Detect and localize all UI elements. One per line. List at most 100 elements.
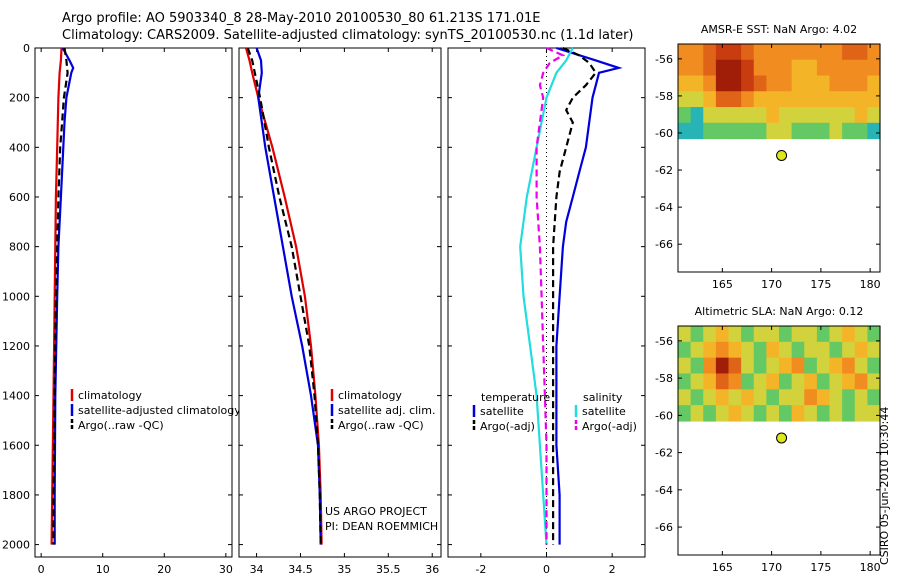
heatmap-cell (867, 44, 881, 61)
argo-location-marker (776, 149, 788, 161)
heatmap-cell (829, 44, 843, 61)
heatmap-cell (741, 341, 755, 359)
heatmap-cell (829, 122, 843, 140)
heatmap-cell (854, 107, 868, 124)
x-axis-label: temperature (99, 578, 168, 580)
x-tick-label: 34 (250, 563, 264, 576)
x-tick-label: 2 (609, 563, 616, 576)
heatmap-cell (690, 326, 704, 343)
heatmap-cell (842, 75, 856, 92)
heatmap-cell (854, 357, 868, 375)
series-line-climatology (50, 47, 63, 545)
map-title: Altimetric SLA: NaN Argo: 0.12 (695, 305, 864, 318)
heatmap-cell (728, 44, 742, 61)
heatmap-cell (791, 44, 805, 61)
heatmap-cell (715, 357, 730, 375)
heatmap-cell (854, 326, 868, 343)
heatmap-cell (779, 107, 793, 124)
heatmap-cell (741, 357, 755, 375)
heatmap-cell (804, 59, 818, 77)
heatmap-cell (779, 373, 793, 390)
heatmap-cell (741, 373, 755, 390)
heatmap-cell (690, 389, 704, 406)
x-tick-label: 170 (761, 561, 782, 574)
legend-entry: climatology (338, 389, 402, 402)
x-tick-label: 180 (860, 561, 881, 574)
y-tick-label: 1200 (2, 340, 30, 353)
heatmap-cell (791, 405, 805, 422)
heatmap-cell (715, 389, 730, 406)
heatmap-cell (816, 326, 831, 343)
heatmap-cell (867, 357, 881, 375)
heatmap-cell (842, 341, 856, 359)
heatmap-cell (753, 389, 767, 406)
heatmap-cell (715, 341, 730, 359)
series-line-satellite-adjusted-climatology (53, 47, 75, 545)
legend-entry: climatology (78, 389, 142, 402)
x-tick-label: 165 (712, 278, 733, 291)
heatmap-cell (690, 91, 704, 108)
legend-entry: Argo(-adj) (480, 420, 535, 433)
y-tick-label: -64 (655, 484, 673, 497)
y-tick-label: 1000 (2, 290, 30, 303)
heatmap-cell (690, 405, 704, 422)
series-line-argo--adj- (535, 46, 566, 545)
heatmap-cell (816, 91, 831, 108)
heatmap-cell (715, 373, 730, 390)
heatmap-cell (779, 122, 793, 140)
heatmap-cell (829, 75, 843, 92)
heatmap-cell (766, 122, 780, 140)
heatmap-cell (804, 341, 818, 359)
heatmap-cell (766, 373, 780, 390)
y-tick-label: 800 (9, 241, 30, 254)
y-tick-label: -56 (655, 335, 673, 348)
heatmap-cell (791, 75, 805, 92)
heatmap-cell (678, 122, 692, 140)
heatmap-cell (779, 389, 793, 406)
legend-entry: Argo(-adj) (582, 420, 637, 433)
heatmap-cell (678, 357, 692, 375)
heatmap-cell (741, 75, 755, 92)
heatmap-cell (791, 389, 805, 406)
y-tick-label: -60 (655, 409, 673, 422)
heatmap-cell (703, 75, 717, 92)
heatmap-cell (728, 91, 742, 108)
heatmap-cell (690, 107, 704, 124)
map-border (677, 325, 881, 556)
heatmap-cell (703, 326, 717, 343)
heatmap-cell (867, 107, 881, 124)
credit-text-line-1: US ARGO PROJECT (325, 505, 427, 518)
heatmap-cell (842, 107, 856, 124)
heatmap-cell (703, 341, 717, 359)
heatmap-cell (804, 107, 818, 124)
heatmap-cell (816, 341, 831, 359)
legend-group-heading: salinity (583, 391, 623, 404)
x-tick-label: 10 (96, 563, 110, 576)
heatmap-cell (741, 44, 755, 61)
series-line-argo--adj- (551, 46, 598, 545)
y-tick-label: -64 (655, 201, 673, 214)
argo-location-marker (776, 432, 788, 444)
heatmap-cell (753, 122, 767, 140)
heatmap-cell (791, 341, 805, 359)
x-axis-label: salinity (320, 578, 360, 580)
heatmap-cell (690, 44, 704, 61)
heatmap-cell (867, 373, 881, 390)
plot-frame (238, 47, 442, 558)
heatmap-cell (715, 107, 730, 124)
heatmap-cell (715, 91, 730, 108)
profile-panel-2: 34 34.5 35 35.5 36 salinity climatology satelli… (238, 47, 442, 580)
heatmap-cell (678, 326, 692, 343)
heatmap-cell (867, 59, 881, 77)
heatmap-cell (867, 326, 881, 343)
x-tick-label: 35.5 (376, 563, 401, 576)
heatmap-cell (753, 405, 767, 422)
legend-entry: satellite (582, 405, 626, 418)
x-tick-label: 36 (425, 563, 439, 576)
heatmap-cell (829, 59, 843, 77)
heatmap-cell (753, 341, 767, 359)
y-tick-label: -60 (655, 127, 673, 140)
y-tick-label: 200 (9, 92, 30, 105)
heatmap-cell (854, 75, 868, 92)
x-tick-label: 0 (543, 563, 550, 576)
